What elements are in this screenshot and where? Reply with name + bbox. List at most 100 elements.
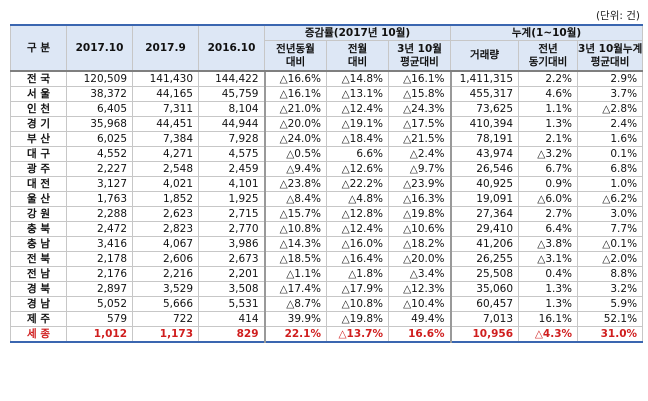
value-cell-v2: 7,384 [132, 131, 199, 147]
value-cell-v2: 2,823 [132, 221, 199, 237]
value-cell-c1: △23.8% [263, 176, 327, 192]
value-cell-v2: 1,173 [132, 326, 199, 343]
value-cell-c3: △17.5% [387, 116, 452, 132]
table-row: 전 남 2,176 2,216 2,201 △1.1% △1.8% △3.4% 25,508 0… [10, 266, 644, 282]
value-cell-v3: 414 [198, 311, 265, 327]
header-3yr-avg: 3년 10월 평균대비 [387, 40, 452, 72]
value-cell-c2: △19.1% [326, 116, 389, 132]
value-cell-k3: 31.0% [577, 326, 644, 343]
header-2016-10: 2016.10 [198, 24, 265, 72]
region-cell: 부 산 [10, 131, 67, 147]
value-cell-k1: 410,394 [449, 116, 520, 132]
value-cell-v2: 5,666 [132, 296, 199, 312]
region-cell: 대 전 [10, 176, 67, 192]
value-cell-v1: 2,178 [66, 251, 133, 267]
value-cell-c2: △4.8% [326, 191, 389, 207]
value-cell-k2: 1.1% [518, 101, 579, 117]
value-cell-k1: 26,255 [449, 251, 520, 267]
table-row: 경 기 35,968 44,451 44,944 △20.0% △19.1% △17.5% 4… [10, 116, 644, 132]
value-cell-c3: △10.4% [387, 296, 452, 312]
region-cell: 세 종 [10, 326, 67, 343]
value-cell-v2: 4,021 [132, 176, 199, 192]
table-row: 전 북 2,178 2,606 2,673 △18.5% △16.4% △20.0% 26,2… [10, 251, 644, 267]
table-row: 충 북 2,472 2,823 2,770 △10.8% △12.4% △10.6% 29,4… [10, 221, 644, 237]
region-cell: 경 북 [10, 281, 67, 297]
table-row: 서 울 38,372 44,165 45,759 △16.1% △13.1% △15.8% 4… [10, 86, 644, 102]
value-cell-v2: 141,430 [132, 70, 199, 87]
region-cell: 충 북 [10, 221, 67, 237]
value-cell-k1: 60,457 [449, 296, 520, 312]
region-cell: 인 천 [10, 101, 67, 117]
table-row: 경 남 5,052 5,666 5,531 △8.7% △10.8% △10.4% 60,45… [10, 296, 644, 312]
region-cell: 강 원 [10, 206, 67, 222]
region-cell: 광 주 [10, 161, 67, 177]
value-cell-v3: 8,104 [198, 101, 265, 117]
value-cell-k2: 2.1% [518, 131, 579, 147]
value-cell-c1: △8.4% [263, 191, 327, 207]
region-cell: 전 남 [10, 266, 67, 282]
value-cell-k3: △2.0% [577, 251, 644, 267]
value-cell-v3: 2,770 [198, 221, 265, 237]
value-cell-v3: 44,944 [198, 116, 265, 132]
value-cell-c1: △17.4% [263, 281, 327, 297]
header-cumulative-group: 누계(1~10월) [450, 24, 644, 41]
transaction-table: 구 분 2017.10 2017.9 2016.10 증감률(2017년 10월… [10, 24, 644, 343]
value-cell-c3: 16.6% [387, 326, 452, 343]
header-yoy-month: 전년동월 대비 [264, 40, 327, 72]
table-row: 광 주 2,227 2,548 2,459 △9.4% △12.6% △9.7% 26,546… [10, 161, 644, 177]
value-cell-v3: 4,101 [198, 176, 265, 192]
value-cell-c3: △9.7% [387, 161, 452, 177]
value-cell-c3: △21.5% [387, 131, 452, 147]
value-cell-c3: △19.8% [387, 206, 452, 222]
value-cell-k1: 35,060 [449, 281, 520, 297]
value-cell-k3: △0.1% [577, 236, 644, 252]
header-2017-9: 2017.9 [132, 24, 199, 72]
value-cell-k1: 73,625 [449, 101, 520, 117]
value-cell-v1: 1,012 [66, 326, 133, 343]
value-cell-v2: 722 [132, 311, 199, 327]
value-cell-v1: 3,416 [66, 236, 133, 252]
value-cell-v1: 5,052 [66, 296, 133, 312]
value-cell-k3: 1.6% [577, 131, 644, 147]
value-cell-k3: 2.4% [577, 116, 644, 132]
region-cell: 제 주 [10, 311, 67, 327]
value-cell-c2: △14.8% [326, 70, 389, 87]
table-row: 인 천 6,405 7,311 8,104 △21.0% △12.4% △24.3% 73,6… [10, 101, 644, 117]
value-cell-c3: △16.3% [387, 191, 452, 207]
value-cell-v2: 44,165 [132, 86, 199, 102]
value-cell-k2: △6.0% [518, 191, 579, 207]
value-cell-c2: △18.4% [326, 131, 389, 147]
value-cell-v3: 829 [198, 326, 265, 343]
value-cell-c1: △16.6% [263, 70, 327, 87]
value-cell-c2: △12.6% [326, 161, 389, 177]
value-cell-k2: 6.4% [518, 221, 579, 237]
value-cell-c1: △18.5% [263, 251, 327, 267]
value-cell-v2: 1,852 [132, 191, 199, 207]
value-cell-c1: △20.0% [263, 116, 327, 132]
table-row: 대 전 3,127 4,021 4,101 △23.8% △22.2% △23.9% 40,9… [10, 176, 644, 192]
value-cell-v1: 2,472 [66, 221, 133, 237]
region-cell: 경 기 [10, 116, 67, 132]
value-cell-v1: 35,968 [66, 116, 133, 132]
value-cell-c2: △12.8% [326, 206, 389, 222]
value-cell-k2: 16.1% [518, 311, 579, 327]
header-3yr-cum-avg: 3년 10월누계 평균대비 [577, 40, 644, 72]
value-cell-k2: 1.3% [518, 116, 579, 132]
value-cell-k1: 25,508 [449, 266, 520, 282]
value-cell-c3: △16.1% [387, 70, 452, 87]
value-cell-v3: 2,459 [198, 161, 265, 177]
region-cell: 울 산 [10, 191, 67, 207]
value-cell-c1: △21.0% [263, 101, 327, 117]
value-cell-v3: 3,986 [198, 236, 265, 252]
table-row: 전 국 120,509 141,430 144,422 △16.6% △14.8% △16.… [10, 70, 644, 87]
value-cell-v1: 4,552 [66, 146, 133, 162]
table-row: 대 구 4,552 4,271 4,575 △0.5% 6.6% △2.4% 43,974 △3… [10, 146, 644, 162]
value-cell-c2: △13.7% [326, 326, 389, 343]
table-body: 전 국 120,509 141,430 144,422 △16.6% △14.8% △16.… [10, 70, 644, 343]
table-row: 부 산 6,025 7,384 7,928 △24.0% △18.4% △21.5% 78,1… [10, 131, 644, 147]
value-cell-c1: △24.0% [263, 131, 327, 147]
value-cell-c1: 22.1% [263, 326, 327, 343]
header-subrow: 전년동월 대비 전월 대비 3년 10월 평균대비 거래량 전년 동기대비 3년 10월누계 평균대… [11, 40, 644, 72]
value-cell-v1: 2,227 [66, 161, 133, 177]
value-cell-c1: △1.1% [263, 266, 327, 282]
